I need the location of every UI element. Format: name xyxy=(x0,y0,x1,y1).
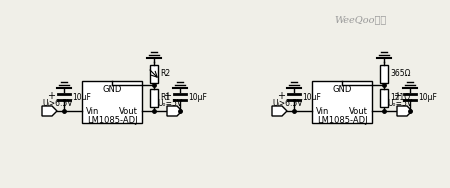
Text: Uₒ=5V: Uₒ=5V xyxy=(157,99,182,108)
Bar xyxy=(312,81,372,123)
Text: Vout: Vout xyxy=(119,106,138,115)
Bar xyxy=(380,89,388,107)
Text: GND: GND xyxy=(102,84,122,93)
Text: R2: R2 xyxy=(160,70,170,79)
Text: Uₒ=5V: Uₒ=5V xyxy=(387,99,412,108)
Text: Vin: Vin xyxy=(316,106,329,115)
Polygon shape xyxy=(272,106,287,116)
Text: Uᵢ>6.5V: Uᵢ>6.5V xyxy=(42,99,72,108)
Polygon shape xyxy=(42,106,57,116)
Text: GND: GND xyxy=(332,84,352,93)
Text: 365Ω: 365Ω xyxy=(390,70,410,79)
Text: 10μF: 10μF xyxy=(302,92,321,102)
Text: 121Ω: 121Ω xyxy=(390,93,410,102)
Bar xyxy=(150,89,158,107)
Text: WeeQoo维库: WeeQoo维库 xyxy=(334,15,386,24)
Text: LM1085-ADJ: LM1085-ADJ xyxy=(317,116,367,125)
Text: +: + xyxy=(163,91,171,101)
Polygon shape xyxy=(397,106,412,116)
Text: Uᵢ>6.5V: Uᵢ>6.5V xyxy=(272,99,302,108)
Polygon shape xyxy=(167,106,182,116)
Bar xyxy=(82,81,142,123)
Text: 10μF: 10μF xyxy=(418,92,437,102)
Text: 10μF: 10μF xyxy=(188,92,207,102)
Bar xyxy=(380,65,388,83)
Text: LM1085-ADJ: LM1085-ADJ xyxy=(87,116,137,125)
Bar xyxy=(150,65,158,83)
Text: R1: R1 xyxy=(160,93,170,102)
Text: Vin: Vin xyxy=(86,106,99,115)
Text: 10μF: 10μF xyxy=(72,92,91,102)
Text: +: + xyxy=(277,91,285,101)
Text: +: + xyxy=(393,91,401,101)
Text: +: + xyxy=(47,91,55,101)
Text: Vout: Vout xyxy=(349,106,368,115)
